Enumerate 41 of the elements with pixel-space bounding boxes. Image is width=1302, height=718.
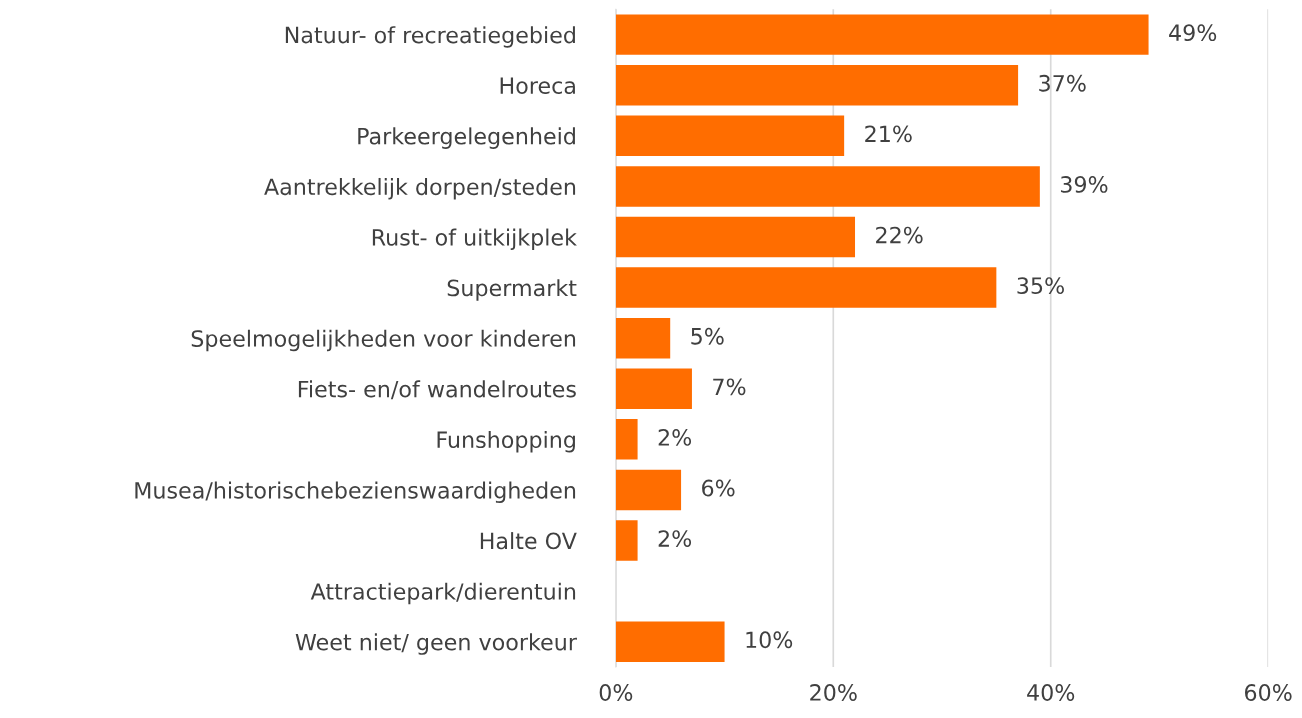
bar (615, 14, 1149, 55)
bar (615, 520, 638, 561)
bar (615, 267, 997, 308)
bar (615, 469, 682, 511)
y-tick-label: Rust- of uitkijkplek (372, 228, 577, 251)
data-label: 2% (658, 530, 692, 547)
y-tick-label: Halte OV (480, 532, 577, 550)
x-tick-label: 0% (599, 684, 633, 701)
bar (615, 216, 856, 258)
bar (615, 419, 638, 460)
y-tick-label: Natuur- of recreatiegebied (285, 26, 575, 48)
bar (615, 115, 845, 157)
data-label: 10% (746, 631, 793, 649)
data-label: 22% (876, 226, 923, 244)
data-label: 49% (1169, 24, 1217, 42)
data-label: 39% (1060, 176, 1108, 193)
y-tick-label: Attractiepark/dierentuin (310, 582, 576, 605)
y-tick-label: Funshopping (437, 430, 575, 453)
bar (615, 317, 671, 359)
bar (615, 166, 1040, 207)
y-tick-label: Weet niet/ geen voorkeur (295, 633, 577, 655)
bar (615, 368, 692, 410)
bar (615, 64, 1019, 106)
data-label: 5% (691, 327, 724, 345)
y-tick-label: Horeca (500, 77, 575, 94)
data-label: 21% (865, 125, 912, 143)
x-tick-label: 40% (1027, 684, 1075, 701)
data-label: 37% (1039, 74, 1086, 92)
y-tick-label: Musea/historischebezienswaardigheden (135, 481, 576, 504)
y-tick-label: Fiets- en/of wandelroutes (298, 380, 576, 400)
data-label: 7% (713, 378, 746, 396)
x-tick-label: 20% (810, 684, 857, 701)
y-tick-label: Supermarkt (447, 279, 577, 301)
x-tick-label: 60% (1245, 684, 1292, 701)
data-label: 6% (702, 479, 735, 497)
y-tick-label: Speelmogelijkheden voor kinderen (191, 329, 576, 352)
y-tick-label: Parkeergelegenheid (358, 127, 575, 149)
data-label: 35% (1017, 277, 1064, 295)
bar (615, 621, 725, 662)
data-label: 2% (658, 429, 692, 446)
y-tick-label: Aantrekkelijk dorpen/steden (264, 177, 576, 200)
